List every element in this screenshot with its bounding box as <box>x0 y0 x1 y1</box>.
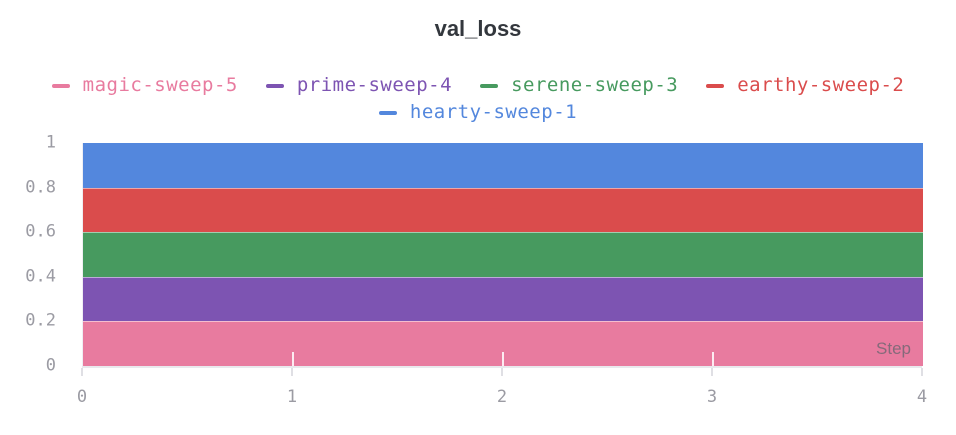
y-tick-label: 0 <box>45 355 56 376</box>
x-tick-label: 3 <box>706 387 718 407</box>
series-area-earthy-sweep-2 <box>83 187 923 233</box>
chart-panel: val_loss magic-sweep-5 prime-sweep-4 seren… <box>0 15 956 406</box>
legend-item-earthy-sweep-2[interactable]: earthy-sweep-2 <box>706 76 904 95</box>
x-tick-label: 1 <box>286 387 298 407</box>
x-tick-mark-inner <box>712 352 714 366</box>
legend: magic-sweep-5 prime-sweep-4 serene-sweep-3… <box>0 72 956 126</box>
x-tick-label: 4 <box>916 387 928 407</box>
legend-row: hearty-sweep-1 <box>0 99 956 126</box>
x-axis-line <box>82 366 922 368</box>
legend-item-hearty-sweep-1[interactable]: hearty-sweep-1 <box>378 101 578 123</box>
x-tick-label: 2 <box>496 387 508 407</box>
series-area-prime-sweep-4 <box>83 276 923 322</box>
plot-area[interactable]: Step <box>82 143 923 366</box>
legend-item-magic-sweep-5[interactable]: magic-sweep-5 <box>51 74 238 96</box>
x-tick-mark-inner <box>502 352 504 366</box>
legend-label: hearty-sweep-1 <box>409 101 578 123</box>
legend-line-icon <box>378 110 397 115</box>
y-tick-label: 1 <box>45 132 56 153</box>
chart-title: val_loss <box>434 16 522 41</box>
legend-row: magic-sweep-5 prime-sweep-4 serene-sweep-3… <box>0 72 956 99</box>
legend-label: magic-sweep-5 <box>82 74 238 96</box>
x-tick-mark <box>291 368 293 376</box>
legend-label: earthy-sweep-2 <box>737 74 905 96</box>
legend-line-icon <box>706 83 725 88</box>
legend-line-icon <box>480 83 499 88</box>
x-tick-label: 0 <box>76 387 88 407</box>
y-tick-label: 0.8 <box>25 177 56 198</box>
y-tick-label: 0.6 <box>25 221 56 242</box>
legend-label: serene-sweep-3 <box>511 74 679 96</box>
legend-line-icon <box>51 83 70 88</box>
x-tick-mark <box>501 368 503 376</box>
series-area-serene-sweep-3 <box>83 232 923 277</box>
y-axis: 0 0.2 0.4 0.6 0.8 1 <box>0 134 56 374</box>
series-area-hearty-sweep-1 <box>83 143 923 188</box>
x-axis: 0 1 2 3 4 <box>77 366 927 421</box>
legend-item-serene-sweep-3[interactable]: serene-sweep-3 <box>480 76 678 95</box>
x-tick-mark <box>711 368 713 376</box>
x-tick-mark <box>81 368 83 376</box>
y-tick-label: 0.4 <box>25 266 56 287</box>
x-axis-label: Step <box>876 339 911 358</box>
legend-line-icon <box>265 83 284 88</box>
legend-label: prime-sweep-4 <box>296 74 453 96</box>
x-tick-mark-inner <box>292 352 294 366</box>
legend-item-prime-sweep-4[interactable]: prime-sweep-4 <box>265 74 453 96</box>
x-tick-mark <box>921 368 923 376</box>
y-tick-label: 0.2 <box>25 310 56 331</box>
